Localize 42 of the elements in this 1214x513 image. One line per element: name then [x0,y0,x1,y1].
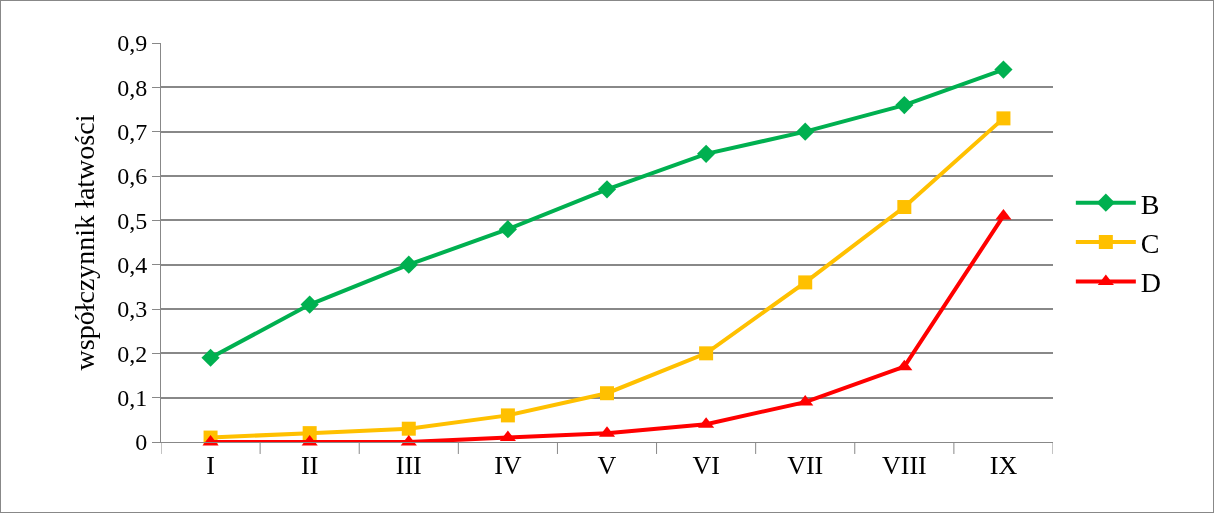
point [597,180,617,199]
point [994,60,1013,79]
point [796,122,815,141]
x-tick-label: II [301,451,319,481]
x-tick-label: VI [692,451,720,481]
y-tick-label: 0,3 [117,296,148,323]
point [697,144,716,163]
y-tick-label: 0,8 [117,74,148,101]
point [500,408,515,423]
point [600,386,614,401]
y-tick-label: 0,7 [117,119,148,146]
y-tick-label: 0,6 [117,163,148,190]
y-axis-title: współczynnik łatwości [68,114,100,371]
point [300,295,319,314]
point [896,359,913,371]
point [401,421,416,436]
x-tick-label: I [206,451,215,481]
y-tick-label: 0,4 [117,252,148,279]
legend-label: D [1140,267,1162,299]
x-tick-label: VII [787,451,824,481]
y-tick-label: 0,5 [117,207,148,234]
x-tick-label: III [395,451,422,481]
legend-label: C [1140,228,1160,260]
point [897,200,912,215]
y-tick-label: 0,2 [117,340,148,367]
y-tick-label: 0 [135,429,148,456]
x-tick-label: VIII [881,451,927,481]
x-tick-label: V [597,451,617,481]
point [895,95,914,115]
y-tick-label: 0,9 [117,30,148,57]
point [499,430,516,442]
point [498,220,517,239]
x-tick-label: IX [989,451,1018,481]
y-tick-label: 0,1 [117,385,148,412]
x-tick-label: IV [494,451,522,481]
legend-label: B [1140,188,1160,220]
point [996,111,1011,126]
point [399,255,418,274]
point [798,275,813,290]
point [699,346,714,361]
point [995,208,1012,220]
point [201,348,220,367]
